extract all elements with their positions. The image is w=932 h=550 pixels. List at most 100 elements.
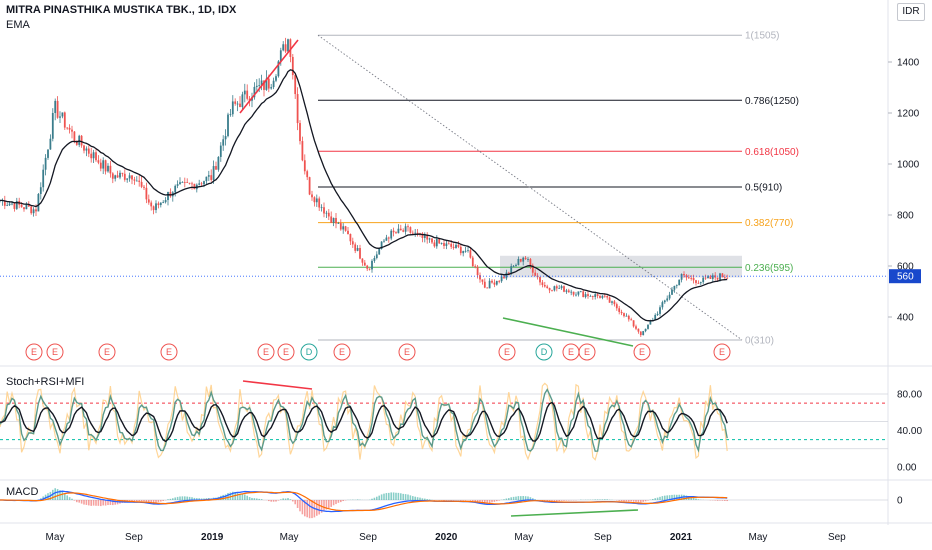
candle-body bbox=[251, 97, 253, 101]
stoch-label[interactable]: Stoch+RSI+MFI bbox=[6, 376, 85, 388]
candle-body bbox=[474, 266, 477, 267]
macd-histogram-bar bbox=[126, 500, 128, 503]
candle-body bbox=[51, 112, 54, 139]
candle-body bbox=[49, 138, 52, 150]
macd-histogram-bar bbox=[426, 499, 428, 500]
divergence-line bbox=[502, 317, 634, 347]
macd-histogram-bar bbox=[486, 500, 488, 504]
macd-histogram-bar bbox=[148, 500, 150, 503]
macd-histogram-bar bbox=[376, 496, 378, 500]
macd-label[interactable]: MACD bbox=[6, 486, 39, 498]
macd-histogram-bar bbox=[692, 497, 695, 500]
fib-level-label: 0.618(1050) bbox=[745, 147, 799, 158]
candle-body bbox=[399, 228, 402, 231]
macd-histogram-bar bbox=[510, 497, 512, 500]
macd-histogram-bar bbox=[330, 500, 332, 507]
macd-histogram-bar bbox=[318, 500, 320, 515]
macd-histogram-bar bbox=[340, 500, 342, 503]
macd-histogram-bar bbox=[248, 497, 251, 500]
candle-body bbox=[582, 291, 585, 298]
candle-body bbox=[707, 276, 709, 279]
macd-histogram-bar bbox=[721, 500, 724, 501]
candle-body bbox=[486, 287, 489, 289]
macd-histogram-bar bbox=[544, 500, 546, 502]
fib-level-label: 1(1505) bbox=[745, 31, 779, 42]
candle-body bbox=[620, 311, 623, 314]
candle-body bbox=[18, 200, 21, 205]
macd-histogram-bar bbox=[556, 500, 558, 502]
macd-histogram-bar bbox=[116, 500, 119, 505]
candle-body bbox=[459, 246, 462, 254]
macd-histogram-bar bbox=[97, 500, 100, 506]
candle-body bbox=[589, 295, 592, 297]
macd-histogram-bar bbox=[414, 496, 416, 500]
macd-histogram-bar bbox=[311, 500, 313, 519]
candle-body bbox=[291, 56, 294, 76]
candle-body bbox=[219, 145, 222, 157]
candle-body bbox=[73, 131, 76, 141]
candle-body bbox=[491, 280, 493, 283]
macd-histogram-bar bbox=[160, 500, 162, 502]
macd-histogram-bar bbox=[532, 498, 534, 500]
macd-histogram-bar bbox=[8, 500, 11, 501]
candle-body bbox=[522, 257, 525, 262]
candle-body bbox=[186, 182, 189, 183]
candle-body bbox=[419, 233, 421, 235]
macd-histogram-bar bbox=[208, 498, 210, 500]
candle-body bbox=[594, 294, 597, 297]
candle-body bbox=[258, 85, 261, 87]
macd-histogram-bar bbox=[229, 492, 232, 500]
event-marker-label: E bbox=[104, 347, 110, 357]
candle-body bbox=[378, 248, 381, 255]
macd-histogram-bar bbox=[143, 500, 145, 502]
macd-histogram-bar bbox=[188, 496, 191, 500]
macd-histogram-bar bbox=[54, 488, 56, 500]
candle-body bbox=[277, 61, 280, 77]
macd-histogram-bar bbox=[176, 496, 179, 500]
candle-body bbox=[404, 226, 407, 232]
candle-body bbox=[603, 295, 606, 297]
candle-body bbox=[695, 280, 697, 283]
candle-body bbox=[279, 50, 282, 62]
candle-body bbox=[555, 286, 558, 289]
candle-body bbox=[150, 202, 153, 207]
event-marker-earnings bbox=[98, 343, 116, 361]
candle-body bbox=[373, 258, 376, 261]
candle-body bbox=[152, 206, 155, 211]
time-tick-label: May bbox=[514, 532, 533, 543]
candle-body bbox=[327, 212, 330, 217]
macd-histogram-bar bbox=[491, 500, 493, 503]
candle-body bbox=[395, 232, 397, 234]
macd-histogram-bar bbox=[524, 496, 527, 500]
candle-body bbox=[687, 277, 690, 279]
event-marker-earnings bbox=[713, 343, 731, 361]
candle-body bbox=[27, 204, 30, 207]
candle-body bbox=[342, 226, 345, 230]
candle-body bbox=[663, 300, 666, 303]
fib-retracement[interactable]: 1(1505) 0.786(1250) 0.618(1050) 0.5(910) 0.3… bbox=[317, 31, 799, 347]
macd-histogram-bar bbox=[421, 498, 424, 500]
candle-body bbox=[625, 315, 628, 317]
candle-body bbox=[263, 80, 265, 90]
macd-histogram-bar bbox=[256, 498, 258, 500]
macd-histogram-bar bbox=[397, 492, 400, 500]
macd-histogram-bar bbox=[61, 491, 64, 500]
macd-histogram-bar bbox=[90, 500, 92, 506]
ema-label[interactable]: EMA bbox=[6, 19, 30, 31]
currency-button[interactable]: IDR bbox=[897, 3, 925, 21]
macd-histogram-bar bbox=[42, 496, 44, 500]
drawings[interactable] bbox=[239, 39, 639, 517]
candle-body bbox=[354, 244, 357, 251]
macd-histogram-bar bbox=[78, 500, 80, 503]
candle-body bbox=[8, 203, 11, 206]
candle-body bbox=[167, 191, 169, 201]
event-marker-earnings bbox=[333, 343, 351, 361]
macd-histogram-bar bbox=[270, 500, 272, 502]
time-tick-label: Sep bbox=[359, 532, 377, 543]
macd-histogram-bar bbox=[335, 500, 337, 505]
candle-body bbox=[23, 207, 25, 210]
macd-histogram-bar bbox=[673, 494, 676, 500]
macd-histogram-bar bbox=[628, 500, 630, 502]
candle-body bbox=[330, 216, 333, 223]
